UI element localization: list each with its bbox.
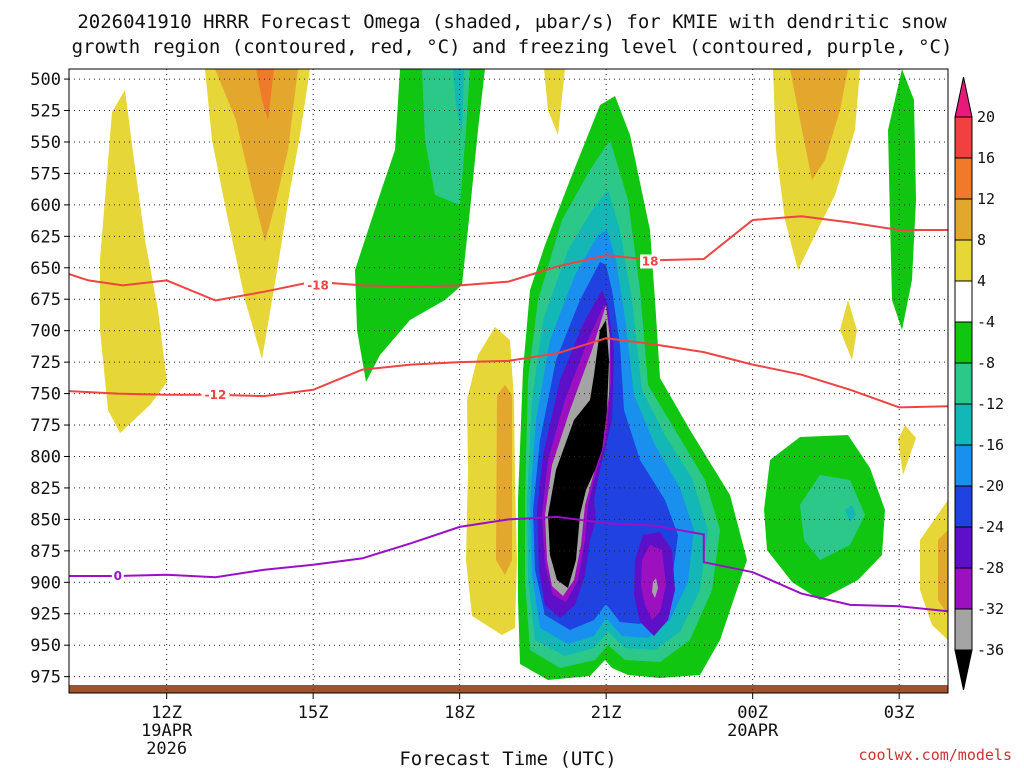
contour-label-bg [640,254,661,269]
y-tick-label: 725 [30,353,61,373]
y-tick-label: 850 [30,510,61,530]
colorbar: 20 16 12 8 4 -4 -8 -12 -16 -20 -24 -28 -32 -36 [954,76,1004,691]
y-tick-label: 875 [30,542,61,562]
y-tick-label: 975 [30,668,61,688]
colorbar-box [954,280,973,323]
colorbar-box [954,116,973,159]
colorbar-bottom-arrow [954,649,973,691]
colorbar-tick-label: -36 [977,641,1004,659]
y-tick-label: 950 [30,636,61,656]
positive-omega-region [840,300,857,360]
colorbar-box [954,403,973,446]
x-tick-label: 15Z [298,703,329,723]
colorbar-box [954,362,973,405]
positive-omega-region [920,500,948,640]
positive-omega-region [496,385,512,575]
x-tick-label: 03Z [884,703,915,723]
positive-omega-region [215,69,298,242]
plot-frame [68,68,949,694]
y-tick-label: 600 [30,196,61,216]
y-tick-label: 550 [30,133,61,153]
contour-label-bg [304,278,333,293]
colorbar-box [954,157,973,200]
colorbar-tick-label: 8 [977,231,986,249]
colorbar-tick-label: -16 [977,436,1004,454]
colorbar-box [954,239,973,282]
positive-omega-region [256,69,274,120]
credit-text: coolwx.com/models [858,746,1012,764]
y-tick-label: 900 [30,573,61,593]
colorbar-box [954,198,973,241]
contour-label: -12 [205,388,227,402]
x-tick-date: 19APR [141,721,193,741]
y-tick-label: 800 [30,447,61,467]
negative-omega-region [800,475,865,560]
contour-minus-18 [69,215,948,302]
colorbar-tick-label: -12 [977,395,1004,413]
contour-label-bg [111,569,124,583]
colorbar-box [954,444,973,487]
title-line-2: growth region (contoured, red, °C) and f… [72,36,953,58]
colorbar-tick-label: 12 [977,190,995,208]
y-tick-label: 525 [30,102,61,122]
contour-label: 0 [114,569,122,583]
colorbar-box [954,485,973,528]
y-tick-label: 775 [30,416,61,436]
colorbar-box [954,321,973,364]
contour-labels: -18 18 -12 0 [111,254,661,583]
negative-omega-region [888,69,916,330]
negative-omega-region [453,69,464,135]
colorbar-box [954,567,973,610]
x-tick-label: 21Z [591,703,622,723]
y-tick-label: 750 [30,385,61,405]
x-tick-label: 00Z [737,703,768,723]
contour-zero [69,515,948,613]
y-tick-label: 700 [30,322,61,342]
positive-omega-region [100,90,167,433]
colorbar-box [954,526,973,569]
x-axis-label: Forecast Time (UTC) [399,748,616,768]
negative-omega-region [845,505,856,522]
ground-surface [69,685,948,693]
grid-lines [69,69,948,693]
contour-label: -18 [307,278,329,292]
colorbar-tick-label: -8 [977,354,995,372]
positive-omega-region [938,530,948,615]
colorbar-tick-label: -32 [977,600,1004,618]
contour-label: 18 [642,254,659,268]
colorbar-tick-label: -20 [977,477,1004,495]
negative-omega-region [548,320,609,588]
y-tick-label: 925 [30,605,61,625]
x-tick-label: 12Z [151,703,182,723]
positive-omega-region [790,69,848,180]
colorbar-tick-label: 4 [977,272,986,290]
x-tick-year: 2026 [146,739,187,759]
y-axis-pressure: 500 525 550 575 600 625 650 675 700 725 750 775 800 8… [30,70,69,688]
contour-label-bg [201,387,230,402]
y-tick-label: 650 [30,259,61,279]
colorbar-tick-label: -24 [977,518,1004,536]
omega-shading [100,69,948,680]
title-line-1: 2026041910 HRRR Forecast Omega (shaded, … [77,11,947,33]
x-tick-date: 20APR [727,721,779,741]
positive-omega-region [544,69,565,135]
colorbar-box [954,608,973,651]
y-tick-label: 575 [30,164,61,184]
colorbar-tick-label: 20 [977,108,995,126]
colorbar-tick-label: -4 [977,313,995,331]
y-tick-label: 825 [30,479,61,499]
negative-omega-region [652,578,658,598]
colorbar-tick-label: -28 [977,559,1004,577]
y-tick-label: 625 [30,227,61,247]
y-tick-label: 675 [30,290,61,310]
x-tick-label: 18Z [444,703,475,723]
colorbar-tick-label: 16 [977,149,995,167]
positive-omega-region [898,425,916,475]
y-tick-label: 500 [30,70,61,90]
